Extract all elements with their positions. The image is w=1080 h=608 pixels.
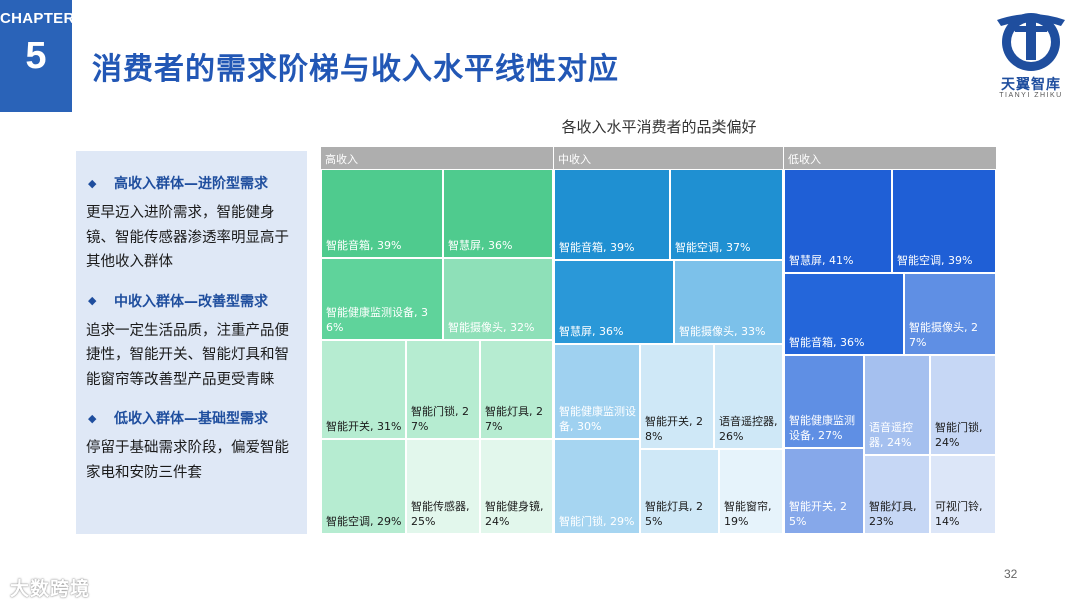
section-mid-title: 中收入群体—改善型需求 (114, 293, 268, 310)
treemap-tile-label: 语音遥控器, 24% (869, 421, 913, 449)
treemap-tile: 智能音箱, 39% (554, 169, 670, 260)
treemap-tile-label: 智能健康监测设备, 30% (559, 405, 636, 433)
treemap-tile: 智能门锁, 27% (406, 340, 480, 439)
section-low-heading: ◆ 低收入群体—基础型需求 (88, 408, 299, 428)
treemap-tile-label: 智能灯具, 27% (485, 405, 543, 433)
treemap-tile: 语音遥控器, 24% (864, 355, 930, 455)
treemap-group-header: 中收入 (554, 147, 783, 169)
treemap-tile-label: 智能音箱, 39% (326, 239, 402, 252)
treemap-tile: 智能健身镜, 24% (480, 439, 553, 534)
treemap-tile-label: 智能灯具, 25% (645, 500, 703, 528)
treemap-tile: 智能门锁, 29% (554, 439, 640, 534)
treemap-tile: 智能摄像头, 27% (904, 273, 996, 355)
treemap-tile-label: 智能开关, 28% (645, 415, 703, 443)
chapter-number: 5 (25, 35, 47, 77)
treemap-tile: 智能音箱, 36% (784, 273, 904, 355)
treemap-tile-label: 智能健身镜, 24% (485, 500, 544, 528)
treemap-tile-label: 智能摄像头, 33% (679, 325, 766, 338)
treemap-tile-label: 可视门铃, 14% (935, 500, 983, 528)
treemap-tile-label: 智能开关, 31% (326, 420, 402, 433)
section-mid-heading: ◆ 中收入群体—改善型需求 (88, 291, 299, 311)
diamond-bullet-icon: ◆ (88, 294, 97, 307)
section-high-title: 高收入群体—进阶型需求 (114, 176, 268, 192)
section-high-heading: ◆ 高收入群体—进阶型需求 (88, 173, 299, 193)
treemap-tile-label: 智慧屏, 36% (559, 325, 624, 338)
treemap-tile-label: 智能音箱, 36% (789, 336, 865, 349)
treemap-tile: 智慧屏, 36% (554, 260, 674, 344)
treemap-tile-label: 智能健康监测设备, 36% (326, 306, 428, 334)
treemap-tile-label: 智能摄像头, 32% (448, 321, 535, 334)
summary-panel: ◆ 高收入群体—进阶型需求 更早迈入进阶需求，智能健身镜、智能传感器渗透率明显高… (76, 151, 307, 534)
treemap-tile-label: 智能健康监测设备, 27% (789, 414, 855, 442)
section-mid-body: 追求一定生活品质，注重产品便捷性，智能开关、智能灯具和智能窗帘等改善型产品更受青… (86, 322, 289, 388)
treemap-tile-label: 语音遥控器, 26% (719, 415, 778, 443)
diamond-bullet-icon: ◆ (88, 411, 97, 425)
treemap-tile: 智能开关, 31% (321, 340, 406, 439)
treemap-tile: 智能开关, 28% (640, 344, 714, 449)
section-low-title: 低收入群体—基础型需求 (114, 411, 268, 427)
chapter-badge: CHAPTER 5 (0, 0, 75, 112)
treemap-group-header: 高收入 (321, 147, 553, 169)
chart-title: 各收入水平消费者的品类偏好 (561, 118, 757, 136)
treemap-tile: 智能空调, 39% (892, 169, 996, 273)
treemap-tile-label: 智能门锁, 29% (559, 515, 635, 528)
treemap-tile: 智能灯具, 27% (480, 340, 553, 439)
diamond-bullet-icon: ◆ (88, 176, 97, 190)
treemap-tile: 智能音箱, 39% (321, 169, 443, 258)
logo-subtitle: TIANYI ZHIKU (999, 92, 1063, 99)
treemap-tile: 智能摄像头, 33% (674, 260, 783, 344)
treemap-tile-label: 智能门锁, 24% (935, 421, 983, 449)
treemap-tile: 智能灯具, 23% (864, 455, 930, 534)
treemap-tile: 智能灯具, 25% (640, 449, 719, 534)
treemap-tile-label: 智能空调, 29% (326, 515, 402, 528)
treemap-tile-label: 智慧屏, 36% (448, 239, 513, 252)
page-number: 32 (1004, 567, 1018, 581)
treemap-tile: 智能空调, 29% (321, 439, 406, 534)
treemap-tile: 智能开关, 25% (784, 448, 864, 534)
treemap-tile-label: 智能音箱, 39% (559, 241, 635, 254)
treemap-tile: 可视门铃, 14% (930, 455, 996, 534)
logo-name: 天翼智库 (1001, 77, 1061, 93)
treemap-tile: 智能窗帘, 19% (719, 449, 783, 534)
treemap-tile-label: 智能摄像头, 27% (909, 321, 978, 349)
chapter-label: CHAPTER (0, 10, 75, 27)
section-low-body: 停留于基础需求阶段，偏爱智能家电和安防三件套 (86, 440, 289, 481)
treemap-tile: 智慧屏, 36% (443, 169, 553, 258)
treemap-tile: 智慧屏, 41% (784, 169, 892, 273)
treemap-tile-label: 智慧屏, 41% (789, 254, 854, 267)
brand-logo: 天翼智库 TIANYI ZHIKU (988, 10, 1074, 102)
logo-mark-icon (997, 13, 1065, 71)
treemap-tile: 语音遥控器, 26% (714, 344, 783, 449)
section-high-body: 更早迈入进阶需求，智能健身镜、智能传感器渗透率明显高于其他收入群体 (86, 205, 289, 270)
treemap-tile-label: 智能空调, 39% (897, 254, 973, 267)
treemap-tile-label: 智能传感器, 25% (411, 500, 470, 528)
watermark: 大数跨境 (10, 578, 91, 600)
treemap-group-header: 低收入 (784, 147, 996, 169)
treemap-tile: 智能健康监测设备, 30% (554, 344, 640, 439)
treemap-tile: 智能传感器, 25% (406, 439, 480, 534)
treemap-tile-label: 智能窗帘, 19% (724, 500, 772, 528)
slide-title: 消费者的需求阶梯与收入水平线性对应 (92, 52, 619, 87)
treemap-tile-label: 智能开关, 25% (789, 500, 847, 528)
treemap-tile-label: 智能空调, 37% (675, 241, 751, 254)
treemap-tile: 智能空调, 37% (670, 169, 783, 260)
treemap-tile-label: 智能灯具, 23% (869, 500, 917, 528)
treemap-tile: 智能健康监测设备, 27% (784, 355, 864, 448)
treemap-tile: 智能摄像头, 32% (443, 258, 553, 340)
treemap-tile-label: 智能门锁, 27% (411, 405, 469, 433)
treemap-tile: 智能健康监测设备, 36% (321, 258, 443, 340)
treemap-tile: 智能门锁, 24% (930, 355, 996, 455)
